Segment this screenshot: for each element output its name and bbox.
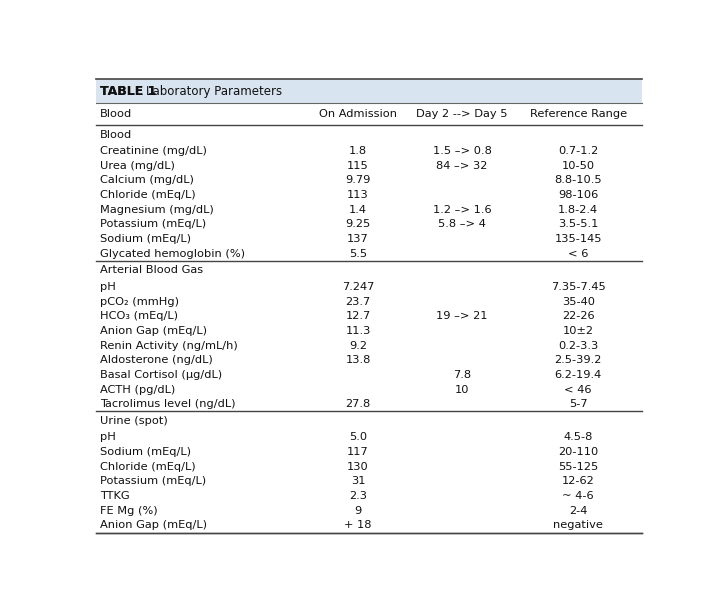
Text: 5.8 –> 4: 5.8 –> 4 <box>438 219 486 230</box>
Bar <box>96 79 642 103</box>
Text: Arterial Blood Gas: Arterial Blood Gas <box>100 265 203 275</box>
Text: 3.5-5.1: 3.5-5.1 <box>558 219 598 230</box>
Text: 137: 137 <box>347 234 369 244</box>
Text: 84 –> 32: 84 –> 32 <box>436 161 487 171</box>
Text: 8.8-10.5: 8.8-10.5 <box>554 175 602 186</box>
Text: Aldosterone (ng/dL): Aldosterone (ng/dL) <box>100 355 213 365</box>
Text: 9.79: 9.79 <box>346 175 371 186</box>
Text: 1.8: 1.8 <box>349 146 367 156</box>
Text: 117: 117 <box>347 447 369 457</box>
Text: Blood: Blood <box>100 130 132 139</box>
Text: Chloride (mEq/L): Chloride (mEq/L) <box>100 190 196 200</box>
Text: Chloride (mEq/L): Chloride (mEq/L) <box>100 462 196 472</box>
Text: 0.7-1.2: 0.7-1.2 <box>558 146 598 156</box>
Text: 55-125: 55-125 <box>558 462 598 472</box>
Text: Renin Activity (ng/mL/h): Renin Activity (ng/mL/h) <box>100 341 238 350</box>
Text: 7.247: 7.247 <box>342 282 374 292</box>
Text: 7.8: 7.8 <box>453 370 471 380</box>
Text: TABLE 1: TABLE 1 <box>100 85 156 97</box>
Text: 2-4: 2-4 <box>569 505 588 516</box>
Text: 35-40: 35-40 <box>562 296 595 307</box>
Text: pH: pH <box>100 282 116 292</box>
Text: 10±2: 10±2 <box>562 326 594 336</box>
Text: Creatinine (mg/dL): Creatinine (mg/dL) <box>100 146 207 156</box>
Text: 27.8: 27.8 <box>346 399 371 409</box>
Text: Anion Gap (mEq/L): Anion Gap (mEq/L) <box>100 326 207 336</box>
Text: 1.2 –> 1.6: 1.2 –> 1.6 <box>433 205 491 215</box>
Text: 13.8: 13.8 <box>346 355 371 365</box>
Text: TTKG: TTKG <box>100 491 130 501</box>
Text: Tacrolimus level (ng/dL): Tacrolimus level (ng/dL) <box>100 399 235 409</box>
Text: Reference Range: Reference Range <box>530 109 626 119</box>
Text: Sodium (mEq/L): Sodium (mEq/L) <box>100 234 191 244</box>
Text: 2.3: 2.3 <box>349 491 367 501</box>
Text: 9: 9 <box>354 505 361 516</box>
Text: 7.35-7.45: 7.35-7.45 <box>551 282 606 292</box>
Text: HCO₃ (mEq/L): HCO₃ (mEq/L) <box>100 311 178 321</box>
Text: Day 2 --> Day 5: Day 2 --> Day 5 <box>416 109 508 119</box>
Text: 4.5-8: 4.5-8 <box>564 432 593 442</box>
Text: pCO₂ (mmHg): pCO₂ (mmHg) <box>100 296 179 307</box>
Text: 2.5-39.2: 2.5-39.2 <box>554 355 602 365</box>
Text: Potassium (mEq/L): Potassium (mEq/L) <box>100 219 206 230</box>
Text: negative: negative <box>553 520 603 530</box>
Text: FE Mg (%): FE Mg (%) <box>100 505 158 516</box>
Text: Glycated hemoglobin (%): Glycated hemoglobin (%) <box>100 249 245 259</box>
Text: 5.0: 5.0 <box>349 432 367 442</box>
Text: Potassium (mEq/L): Potassium (mEq/L) <box>100 476 206 486</box>
Text: 98-106: 98-106 <box>558 190 598 200</box>
Text: On Admission: On Admission <box>319 109 397 119</box>
Text: 113: 113 <box>347 190 369 200</box>
Text: ACTH (pg/dL): ACTH (pg/dL) <box>100 385 175 394</box>
Text: 31: 31 <box>351 476 365 486</box>
Text: 22-26: 22-26 <box>562 311 595 321</box>
Text: 5.5: 5.5 <box>349 249 367 259</box>
Text: Urea (mg/dL): Urea (mg/dL) <box>100 161 175 171</box>
Text: 10: 10 <box>455 385 469 394</box>
Text: 10-50: 10-50 <box>562 161 595 171</box>
Text: 11.3: 11.3 <box>346 326 371 336</box>
Text: 20-110: 20-110 <box>558 447 598 457</box>
Text: pH: pH <box>100 432 116 442</box>
Text: ~ 4-6: ~ 4-6 <box>562 491 594 501</box>
Text: < 46: < 46 <box>564 385 592 394</box>
Text: + 18: + 18 <box>344 520 372 530</box>
Text: Basal Cortisol (μg/dL): Basal Cortisol (μg/dL) <box>100 370 222 380</box>
Text: 19 –> 21: 19 –> 21 <box>436 311 487 321</box>
Text: 12-62: 12-62 <box>562 476 595 486</box>
Text: 6.2-19.4: 6.2-19.4 <box>554 370 602 380</box>
Text: 135-145: 135-145 <box>554 234 602 244</box>
Text: 130: 130 <box>347 462 369 472</box>
Text: Magnesium (mg/dL): Magnesium (mg/dL) <box>100 205 214 215</box>
Text: 115: 115 <box>347 161 369 171</box>
Text: Urine (spot): Urine (spot) <box>100 416 168 426</box>
Text: 0.2-3.3: 0.2-3.3 <box>558 341 598 350</box>
Text: 12.7: 12.7 <box>346 311 371 321</box>
Text: < 6: < 6 <box>568 249 588 259</box>
Text: 9.25: 9.25 <box>346 219 371 230</box>
Text: Blood: Blood <box>100 109 132 119</box>
Text: Calcium (mg/dL): Calcium (mg/dL) <box>100 175 194 186</box>
Text: 1.5 –> 0.8: 1.5 –> 0.8 <box>433 146 492 156</box>
Text: 9.2: 9.2 <box>349 341 367 350</box>
Text: 1.8-2.4: 1.8-2.4 <box>558 205 598 215</box>
Text: TABLE 1: TABLE 1 <box>100 85 169 97</box>
Text: Anion Gap (mEq/L): Anion Gap (mEq/L) <box>100 520 207 530</box>
Text: Sodium (mEq/L): Sodium (mEq/L) <box>100 447 191 457</box>
Text: 5-7: 5-7 <box>569 399 588 409</box>
Text: 1.4: 1.4 <box>349 205 367 215</box>
Text: Laboratory Parameters: Laboratory Parameters <box>146 85 282 97</box>
Text: 23.7: 23.7 <box>346 296 371 307</box>
